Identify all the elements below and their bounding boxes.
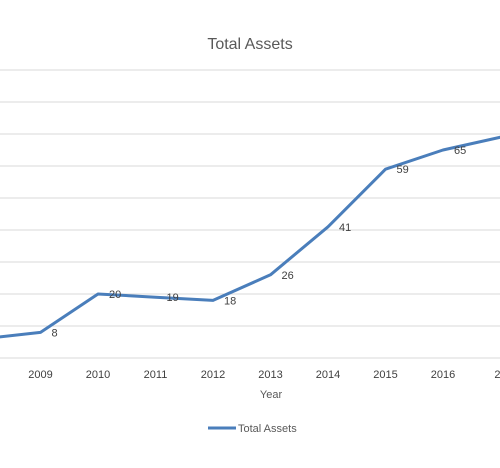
data-label: 8	[52, 327, 58, 339]
x-tick-label: 20	[494, 369, 500, 381]
x-tick-label: 2013	[258, 369, 282, 381]
data-labels: 8 20 19 18 26 41 59 65	[52, 145, 467, 339]
data-label: 59	[397, 164, 409, 176]
series-line-total-assets	[0, 135, 500, 339]
legend: Total Assets	[208, 423, 297, 435]
x-tick-label: 2012	[201, 369, 225, 381]
data-label: 19	[167, 292, 179, 304]
x-tick-label: 2010	[86, 369, 110, 381]
x-tick-label: 2009	[28, 369, 52, 381]
data-label: 26	[282, 270, 294, 282]
data-label: 20	[109, 289, 121, 301]
x-tick-label: 2015	[373, 369, 397, 381]
x-axis-title: Year	[260, 389, 283, 401]
gridlines	[0, 69, 500, 359]
legend-entry-total-assets: Total Assets	[238, 423, 297, 435]
chart-title: Total Assets	[207, 36, 292, 53]
data-label: 41	[339, 222, 351, 234]
x-axis-ticks: 2009 2010 2011 2012 2013 2014 2015 2016 20	[28, 369, 500, 381]
x-tick-label: 2011	[144, 369, 168, 381]
x-tick-label: 2014	[316, 369, 340, 381]
data-label: 65	[454, 145, 466, 157]
data-label: 18	[224, 295, 236, 307]
x-tick-label: 2016	[431, 369, 455, 381]
